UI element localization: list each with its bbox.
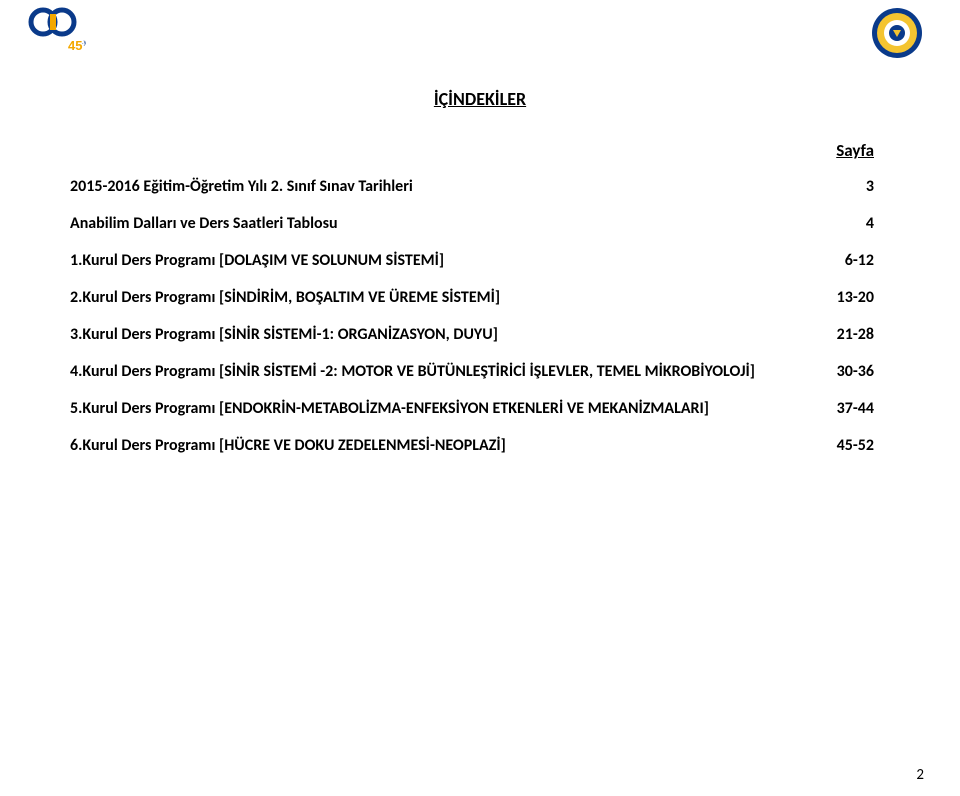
toc-row: 3.Kurul Ders Programı [SİNİR SİSTEMİ-1: … [70, 325, 890, 344]
toc-page: 4 [814, 214, 890, 233]
toc-page: 21-28 [814, 325, 890, 344]
svg-text:45: 45 [68, 38, 82, 53]
toc-row: 4.Kurul Ders Programı [SİNİR SİSTEMİ -2:… [70, 362, 890, 381]
toc-page: 13-20 [814, 288, 890, 307]
toc-label: 3.Kurul Ders Programı [SİNİR SİSTEMİ-1: … [70, 325, 814, 344]
toc-row: 2.Kurul Ders Programı [SİNDİRİM, BOŞALTI… [70, 288, 890, 307]
toc-row: 5.Kurul Ders Programı [ENDOKRİN-METABOLİ… [70, 399, 890, 418]
toc-row: 6.Kurul Ders Programı [HÜCRE VE DOKU ZED… [70, 436, 890, 455]
page-title: İÇİNDEKİLER [70, 88, 890, 110]
seal-icon [870, 6, 924, 60]
toc-label: 2015-2016 Eğitim-Öğretim Yılı 2. Sınıf S… [70, 177, 814, 196]
toc-page: 30-36 [814, 362, 890, 381]
toc-label: 6.Kurul Ders Programı [HÜCRE VE DOKU ZED… [70, 436, 814, 455]
toc-label: 5.Kurul Ders Programı [ENDOKRİN-METABOLİ… [70, 399, 814, 418]
logo-university-seal [870, 6, 924, 65]
toc-label: 2.Kurul Ders Programı [SİNDİRİM, BOŞALTI… [70, 288, 814, 307]
toc-page: 45-52 [814, 436, 890, 455]
badge-icon: 45 .yıl [28, 6, 86, 54]
document-page: 45 .yıl İÇİNDEKİLER Sayfa 2015-2016 Eğit… [0, 0, 960, 796]
page-column-header: Sayfa [836, 140, 874, 161]
toc-row: 2015-2016 Eğitim-Öğretim Yılı 2. Sınıf S… [70, 177, 890, 196]
svg-text:.yıl: .yıl [82, 40, 86, 46]
toc-page: 6-12 [814, 251, 890, 270]
toc-label: 1.Kurul Ders Programı [DOLAŞIM VE SOLUNU… [70, 251, 814, 270]
toc-label: 4.Kurul Ders Programı [SİNİR SİSTEMİ -2:… [70, 362, 814, 381]
content-area: İÇİNDEKİLER Sayfa 2015-2016 Eğitim-Öğret… [70, 88, 890, 473]
page-column-header-row: Sayfa [70, 140, 890, 161]
toc-page: 37-44 [814, 399, 890, 418]
toc-page: 3 [814, 177, 890, 196]
toc-label: Anabilim Dalları ve Ders Saatleri Tablos… [70, 214, 814, 233]
footer-page-number: 2 [916, 766, 924, 784]
toc-row: Anabilim Dalları ve Ders Saatleri Tablos… [70, 214, 890, 233]
logo-45-years: 45 .yıl [28, 6, 86, 59]
toc-row: 1.Kurul Ders Programı [DOLAŞIM VE SOLUNU… [70, 251, 890, 270]
